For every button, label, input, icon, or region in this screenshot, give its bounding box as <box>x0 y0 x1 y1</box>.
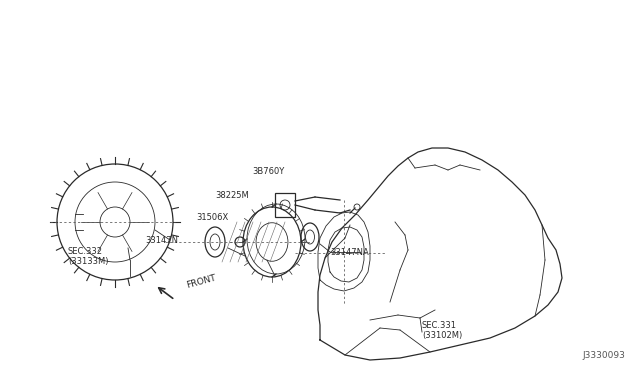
Text: 33147NA: 33147NA <box>330 248 369 257</box>
Bar <box>275 193 295 217</box>
Text: 3B760Y: 3B760Y <box>252 167 284 176</box>
Text: 31506X: 31506X <box>196 213 228 222</box>
Text: 33147N: 33147N <box>145 236 178 245</box>
Text: SEC.332
(33133M): SEC.332 (33133M) <box>68 247 109 266</box>
Text: SEC.331
(33102M): SEC.331 (33102M) <box>422 321 462 340</box>
Text: J3330093: J3330093 <box>582 351 625 360</box>
Text: FRONT: FRONT <box>185 273 217 290</box>
Text: 38225M: 38225M <box>215 191 249 200</box>
